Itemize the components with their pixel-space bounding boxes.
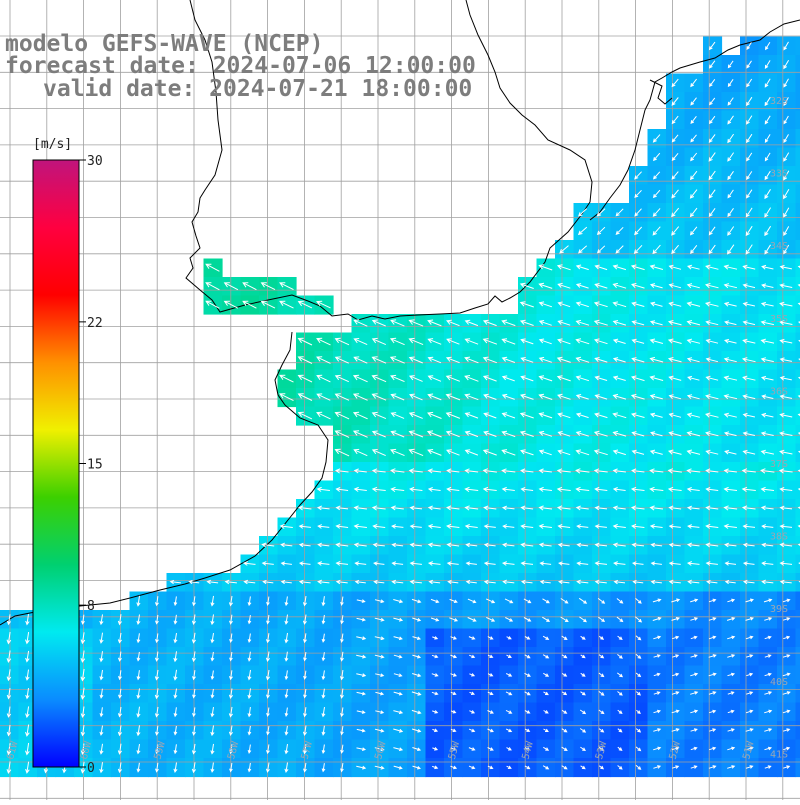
latitude-label: 33S [770,169,788,180]
wind-speed-cell [796,407,800,426]
colorbar-tick-label: 22 [87,316,103,331]
wind-speed-cell [796,555,800,574]
wind-speed-cell [796,666,800,685]
latitude-label: 37S [770,459,788,470]
latitude-label: 39S [770,604,788,615]
wind-speed-cell [796,148,800,167]
wind-speed-cell [796,629,800,648]
colorbar-tick-label: 15 [87,458,103,473]
wind-speed-cell [796,185,800,204]
colorbar-tick-label: 8 [87,599,95,614]
wind-speed-cell [796,647,800,666]
colorbar-tick-label: 0 [87,761,95,776]
wind-speed-cell [796,592,800,611]
wind-speed-cell [796,444,800,463]
wind-speed-cell [796,370,800,389]
wind-speed-cell [796,259,800,278]
wind-speed-cell [796,684,800,703]
wind-speed-cell [796,721,800,740]
latitude-label: 32S [770,96,788,107]
wind-speed-cell [796,758,800,777]
latitude-label: 41S [770,749,788,760]
wind-speed-cell [796,296,800,315]
wind-speed-cell [796,222,800,241]
wind-speed-cell [796,240,800,259]
wind-speed-cell [796,166,800,185]
wind-speed-cell [796,388,800,407]
wind-speed-cell [796,203,800,222]
wind-speed-cell [796,333,800,352]
valid-date: valid date: 2024-07-21 18:00:00 [43,76,472,102]
colorbar-scale [33,160,79,767]
wind-speed-cell [796,425,800,444]
wind-speed-cell [796,277,800,296]
latitude-label: 35S [770,314,788,325]
wind-speed-cell [796,481,800,500]
wind-speed-cell [796,536,800,555]
wind-speed-cell [796,610,800,629]
colorbar-tick-label: 30 [87,154,103,169]
wind-speed-cell [796,37,800,56]
latitude-label: 38S [770,532,788,543]
wind-speed-cell [796,55,800,74]
wind-speed-cell [796,740,800,759]
wind-speed-cell [796,703,800,722]
latitude-label: 40S [770,677,788,688]
wind-speed-cell [796,351,800,370]
wind-speed-cell [796,74,800,93]
colorbar-unit: [m/s] [33,137,72,152]
wind-speed-cell [796,573,800,592]
wind-speed-cell [796,314,800,333]
wind-speed-cell [796,111,800,130]
latitude-label: 36S [770,386,788,397]
latitude-label: 34S [770,241,788,252]
